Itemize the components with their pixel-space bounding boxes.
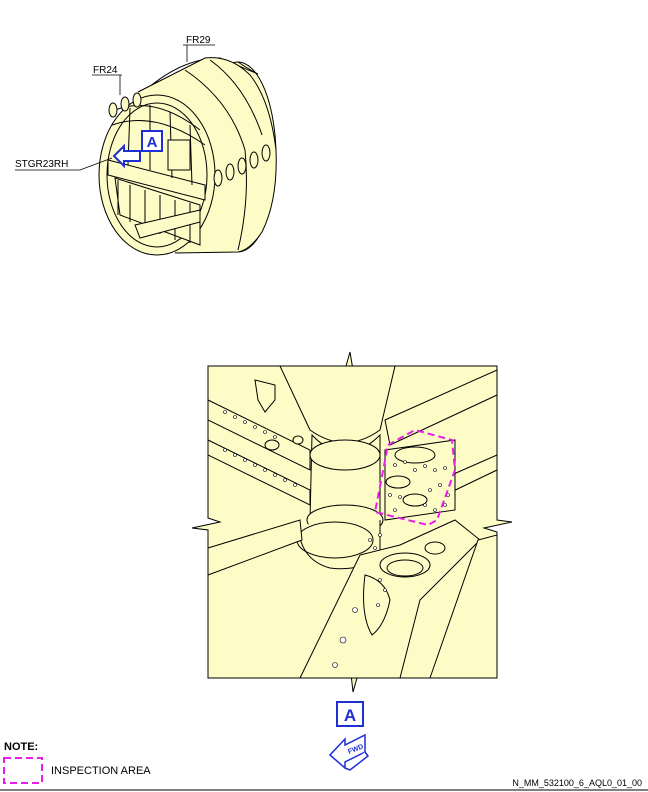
view-a-marker-bottom: A (336, 701, 364, 727)
view-a-letter: A (147, 134, 158, 151)
view-a-marker-top: A (112, 130, 163, 169)
leader-lines (15, 44, 215, 171)
stringer-label: STGR23RH (15, 159, 68, 170)
rivet-holes (223, 410, 450, 668)
detail-view-a (191, 351, 513, 693)
fwd-arrow-icon: FWD (328, 733, 370, 771)
fr24-label: FR24 (93, 65, 118, 76)
fuselage-section (98, 57, 277, 256)
note-legend-text: INSPECTION AREA (51, 765, 151, 777)
fr29-label: FR29 (186, 35, 211, 46)
view-a-letter-bottom: A (344, 706, 356, 725)
inspection-area-legend-box (3, 757, 43, 784)
note-title: NOTE: (4, 741, 39, 753)
figure-id: N_MM_532100_6_AQL0_01_00 (512, 778, 642, 788)
inspection-area-outline (373, 428, 457, 527)
